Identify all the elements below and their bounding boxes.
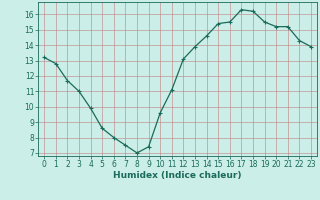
X-axis label: Humidex (Indice chaleur): Humidex (Indice chaleur) xyxy=(113,171,242,180)
